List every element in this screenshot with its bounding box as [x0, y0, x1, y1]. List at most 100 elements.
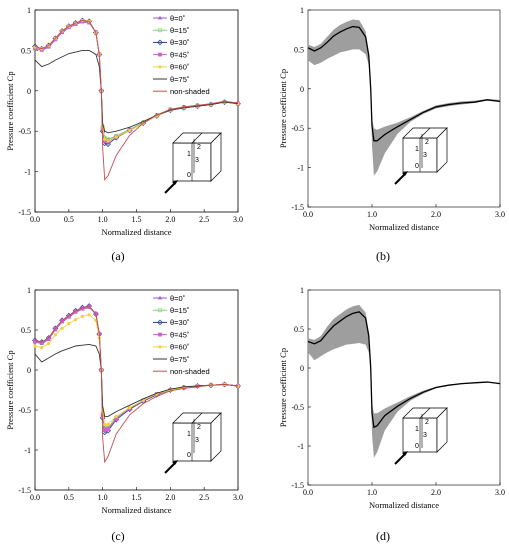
series-line-4 [34, 20, 239, 142]
cube-divider [191, 132, 203, 144]
panel-label: (b) [376, 249, 390, 263]
y-tick-label: -1 [24, 446, 31, 455]
legend-label: θ=0˚ [170, 294, 185, 303]
y-tick-label: -1 [297, 164, 304, 173]
series-point [114, 135, 118, 139]
cube-divider [191, 412, 203, 424]
chart-panel-d: 1 0.5 0 -0.5 -1 -1.50.0 1.0 2.0 3.0 Normalized di… [278, 286, 505, 543]
y-tick-label: 0 [300, 364, 304, 373]
x-tick-label: 2.0 [165, 215, 175, 224]
x-tick-label: 0.0 [303, 210, 313, 219]
series-point [103, 137, 107, 141]
y-tick-label: 1 [27, 6, 31, 15]
x-axis-label: Normalized distance [101, 227, 171, 237]
legend-label: θ=75˚ [170, 75, 189, 84]
cube-label: 0 [187, 452, 191, 459]
x-tick-label: 3.0 [233, 215, 243, 224]
legend-marker [158, 332, 162, 337]
chart-panel-c: 1 0.5 0 -0.5 -1 -1.50.0 0.5 1.0 1.5 2.0 2.5 3.0 Norm… [5, 286, 243, 543]
y-axis-label: Pressure coefficient Cp [5, 350, 15, 429]
series-point [74, 318, 78, 322]
legend-label: non-shaded [170, 87, 210, 96]
x-tick-label: 1.5 [132, 493, 142, 502]
x-tick-label: 3.0 [233, 493, 243, 502]
wind-arrow-head-icon [402, 171, 408, 176]
y-tick-label: 0 [27, 366, 31, 375]
cube-label: 0 [415, 443, 419, 450]
y-axis-label: Pressure coefficient Cp [5, 71, 15, 150]
plot-frame [307, 9, 501, 208]
cube-label: 0 [415, 163, 419, 170]
spread-band [308, 304, 500, 458]
mean-line [307, 311, 501, 429]
cube-divider [419, 407, 431, 419]
wind-arrow-head-icon [172, 180, 178, 185]
series-point [39, 340, 44, 345]
series-line-0 [34, 21, 239, 140]
x-tick-label: 2.0 [431, 210, 441, 219]
y-tick-label: -1 [297, 442, 304, 451]
cube-label: 3 [195, 437, 199, 444]
x-tick-label: 3.0 [495, 210, 505, 219]
cube-label: 1 [187, 151, 191, 158]
legend-label: θ=60˚ [170, 343, 189, 352]
y-tick-label: 0.5 [294, 325, 304, 334]
wind-arrow-head-icon [402, 451, 408, 456]
series-point [40, 346, 44, 350]
cube-side [436, 407, 448, 453]
legend-marker [158, 15, 162, 20]
series-point [114, 414, 118, 418]
y-tick-label: -0.5 [291, 403, 304, 412]
legend-marker [158, 308, 162, 313]
series-point [106, 139, 110, 143]
panel-label: (d) [376, 529, 390, 543]
panel-label: (a) [111, 249, 124, 263]
series-point [87, 313, 91, 317]
y-tick-label: -0.5 [18, 406, 31, 415]
x-tick-label: 0.0 [303, 488, 313, 497]
series-line-5 [34, 343, 239, 417]
cube-label: 1 [415, 426, 419, 433]
legend-marker [157, 319, 163, 326]
legend-label: θ=30˚ [170, 38, 189, 47]
y-tick-label: 1 [300, 6, 304, 15]
x-tick-label: 2.0 [165, 493, 175, 502]
legend-label: θ=30˚ [170, 318, 189, 327]
series-point [60, 326, 64, 330]
chart-panel-a: 1 0.5 0 -0.5 -1 -1.50.0 0.5 1.0 1.5 2.0 2.5 3.0 Norm… [5, 6, 243, 263]
legend-marker [158, 28, 162, 33]
y-tick-label: -0.5 [18, 127, 31, 136]
series-line-3 [34, 20, 239, 143]
wind-arrow-head-icon [172, 460, 178, 465]
x-tick-label: 0.5 [64, 493, 74, 502]
y-tick-label: 1 [300, 286, 304, 295]
series-point [128, 128, 132, 132]
x-axis-label: Normalized distance [369, 500, 439, 510]
y-tick-label: 0 [300, 85, 304, 94]
legend-marker [158, 65, 162, 69]
series-point [106, 427, 110, 432]
cube-side [210, 132, 222, 182]
legend-marker [158, 345, 162, 349]
mean-line [307, 25, 501, 142]
y-tick-label: -1.5 [18, 486, 31, 495]
series-point [80, 314, 84, 318]
x-tick-label: 1.0 [98, 215, 108, 224]
y-axis-label: Pressure coefficient Cp [278, 348, 288, 427]
chart-panel-b: 1 0.5 0 -0.5 -1 -1.50.0 1.0 2.0 3.0 Normalized di… [278, 6, 505, 263]
cube-label: 2 [425, 139, 429, 146]
plot-frame [307, 289, 501, 486]
series-point [53, 327, 58, 332]
legend-marker [157, 39, 163, 46]
x-tick-label: 1.0 [98, 493, 108, 502]
series-point [33, 344, 37, 348]
legend-marker [158, 52, 162, 57]
cube-label: 3 [195, 157, 199, 164]
legend-label: θ=45˚ [170, 330, 189, 339]
y-tick-label: -0.5 [291, 124, 304, 133]
series-line-1 [34, 20, 239, 140]
panel-label: (c) [111, 529, 124, 543]
y-tick-label: 0.5 [21, 46, 31, 55]
